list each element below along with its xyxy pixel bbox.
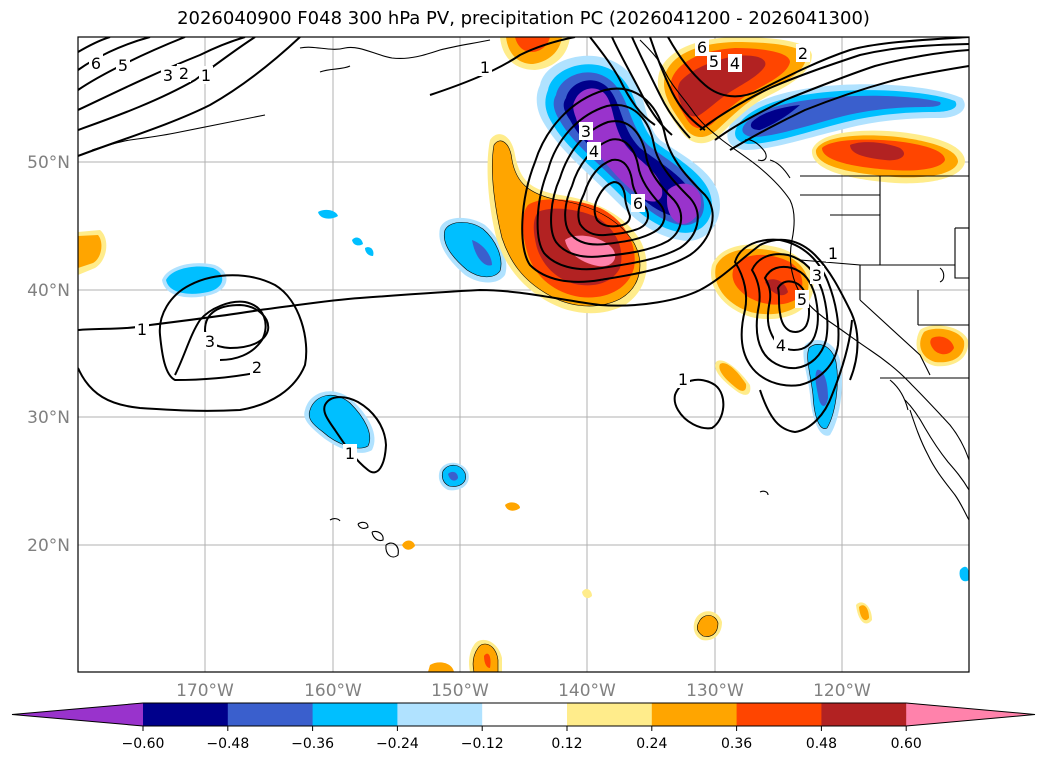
colorbar-segment: [651, 703, 738, 726]
lat-label-50n: 50°N: [27, 153, 70, 173]
pv-label: 4: [776, 336, 786, 355]
lon-label-160w: 160°W: [304, 681, 362, 701]
pv-label: 2: [798, 44, 808, 63]
latitude-labels: 50°N 40°N 30°N 20°N: [27, 153, 70, 556]
pv-label: 1: [201, 66, 211, 85]
pv-label: 3: [812, 266, 822, 285]
colorbar-segment: [227, 703, 314, 726]
pv-label: 4: [589, 142, 599, 161]
pv-label: 2: [179, 64, 189, 83]
pv-label: 2: [252, 358, 262, 377]
map-title: 2026040900 F048 300 hPa PV, precipitatio…: [177, 8, 870, 29]
longitude-labels: 170°W 160°W 150°W 140°W 130°W 120°W: [176, 681, 871, 701]
pv-label: 1: [480, 58, 490, 77]
colorbar-tick-label: −0.36: [291, 736, 334, 752]
pv-label: 6: [91, 54, 101, 73]
colorbar-tick-label: −0.12: [461, 736, 504, 752]
colorbar-tick-label: 0.60: [891, 736, 922, 752]
pv-label: 1: [828, 244, 838, 263]
colorbar-segment: [736, 703, 822, 726]
pv-contour-labels: 6 5 3 2 1 3 4 6 1 2 3 1 3 4: [89, 38, 840, 463]
colorbar-extension-high: [906, 703, 1035, 726]
pv-label: 1: [678, 370, 688, 389]
pv-label: 3: [205, 332, 215, 351]
map-content: 6 5 3 2 1 3 4 6 1 2 3 1 3 4: [78, 37, 969, 672]
colorbar-segment: [821, 703, 907, 726]
lon-label-150w: 150°W: [431, 681, 489, 701]
colorbar-segment: [482, 703, 568, 726]
pv-label: 5: [709, 52, 719, 71]
colorbar: −0.60 −0.48 −0.36 −0.24 −0.12 0.12 0.24 0.36 0.4…: [11, 702, 1036, 752]
precip-negative: [162, 55, 969, 582]
pv-label: 1: [345, 444, 355, 463]
lat-label-30n: 30°N: [27, 408, 70, 428]
lon-label-130w: 130°W: [686, 681, 744, 701]
colorbar-tick-label: −0.48: [206, 736, 249, 752]
pv-label: 6: [633, 194, 643, 213]
pv-label: 6: [697, 38, 707, 57]
colorbar-tick-label: 0.36: [721, 736, 752, 752]
colorbar-tick-label: 0.24: [636, 736, 667, 752]
colorbar-segment: [143, 703, 229, 726]
lat-label-40n: 40°N: [27, 281, 70, 301]
pv-label: 3: [581, 122, 591, 141]
pv-label: 5: [797, 290, 807, 309]
pv-label: 1: [137, 320, 147, 339]
lon-label-170w: 170°W: [176, 681, 234, 701]
lon-label-140w: 140°W: [558, 681, 616, 701]
colorbar-tick-label: 0.48: [806, 736, 837, 752]
coastlines: [91, 39, 969, 558]
colorbar-tick-label: 0.12: [551, 736, 582, 752]
colorbar-extension-low: [12, 703, 143, 726]
pv-contours: [78, 37, 969, 474]
colorbar-segment: [567, 703, 653, 726]
pv-label: 4: [730, 54, 740, 73]
lat-label-20n: 20°N: [27, 536, 70, 556]
colorbar-segment: [312, 703, 398, 726]
pv-label: 3: [163, 66, 173, 85]
colorbar-tick-label: −0.24: [376, 736, 419, 752]
colorbar-segment: [397, 703, 483, 726]
precip-outlines: [308, 140, 838, 672]
map-frame: [77, 36, 970, 673]
colorbar-tick-label: −0.60: [122, 736, 165, 752]
lon-label-120w: 120°W: [813, 681, 871, 701]
pv-label: 5: [118, 56, 128, 75]
